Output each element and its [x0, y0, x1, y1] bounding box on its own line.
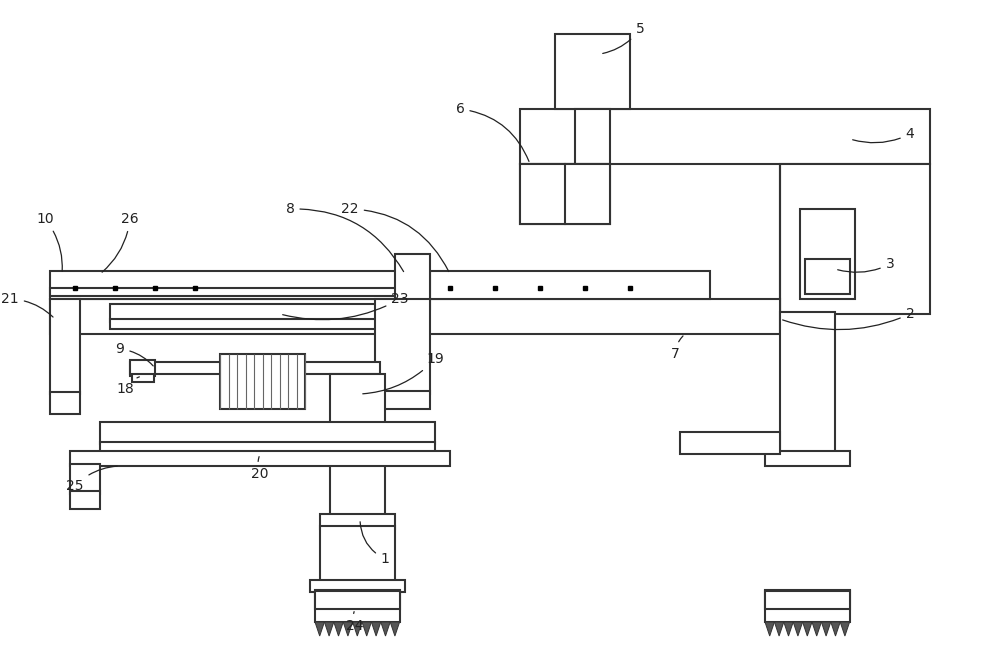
Text: 26: 26 — [102, 212, 139, 272]
Text: 25: 25 — [66, 466, 117, 493]
Text: 2: 2 — [783, 307, 914, 329]
Polygon shape — [821, 622, 831, 636]
Polygon shape — [390, 622, 400, 636]
Bar — [70, 491, 100, 509]
Bar — [780, 164, 930, 314]
Polygon shape — [334, 622, 343, 636]
Bar — [320, 526, 395, 584]
Bar — [765, 591, 850, 609]
Bar — [50, 271, 400, 299]
Polygon shape — [324, 622, 334, 636]
Text: 4: 4 — [853, 127, 914, 143]
Polygon shape — [784, 622, 793, 636]
Polygon shape — [315, 622, 324, 636]
Bar — [310, 580, 405, 592]
Bar — [130, 360, 155, 376]
Text: 21: 21 — [1, 292, 53, 317]
Text: 8: 8 — [286, 202, 404, 272]
Bar — [565, 164, 610, 224]
Polygon shape — [362, 622, 371, 636]
Bar — [765, 451, 850, 466]
Bar — [110, 304, 395, 322]
Text: 7: 7 — [671, 336, 683, 361]
Bar — [575, 109, 610, 164]
Bar — [220, 354, 305, 409]
Bar — [320, 514, 395, 529]
Text: 24: 24 — [346, 612, 364, 633]
Bar — [100, 422, 435, 444]
Bar — [395, 254, 430, 309]
Text: 20: 20 — [251, 457, 269, 481]
Bar — [520, 164, 610, 224]
Bar — [130, 362, 380, 374]
Bar — [330, 374, 385, 519]
Polygon shape — [353, 622, 362, 636]
Bar — [110, 319, 395, 329]
Bar — [680, 432, 780, 454]
Bar — [70, 451, 450, 466]
Text: 10: 10 — [36, 212, 62, 271]
Polygon shape — [793, 622, 803, 636]
Bar — [50, 392, 80, 414]
Bar — [375, 391, 430, 409]
Bar — [70, 464, 100, 494]
Text: 22: 22 — [341, 202, 449, 272]
Bar — [132, 374, 154, 382]
Text: 1: 1 — [360, 522, 389, 566]
Bar — [50, 288, 400, 296]
Bar — [765, 590, 850, 622]
Bar — [520, 164, 565, 224]
Polygon shape — [371, 622, 381, 636]
Bar — [375, 299, 430, 394]
Bar — [100, 442, 435, 454]
Text: 9: 9 — [116, 342, 153, 366]
Bar — [315, 590, 400, 622]
Polygon shape — [840, 622, 850, 636]
Text: 18: 18 — [116, 377, 139, 396]
Text: 5: 5 — [603, 22, 644, 54]
Polygon shape — [343, 622, 353, 636]
Text: 23: 23 — [283, 292, 409, 319]
Polygon shape — [774, 622, 784, 636]
Text: 19: 19 — [363, 352, 444, 394]
Bar — [50, 299, 780, 334]
Polygon shape — [812, 622, 821, 636]
Bar — [520, 109, 930, 164]
Bar — [50, 299, 80, 394]
Bar — [780, 312, 835, 454]
Polygon shape — [765, 622, 774, 636]
Text: 3: 3 — [838, 257, 894, 272]
Bar — [555, 34, 630, 109]
Bar — [805, 259, 850, 294]
Polygon shape — [803, 622, 812, 636]
Polygon shape — [381, 622, 390, 636]
Polygon shape — [831, 622, 840, 636]
Bar — [430, 271, 710, 299]
Bar — [800, 209, 855, 299]
Bar — [315, 591, 400, 609]
Text: 6: 6 — [456, 102, 529, 161]
